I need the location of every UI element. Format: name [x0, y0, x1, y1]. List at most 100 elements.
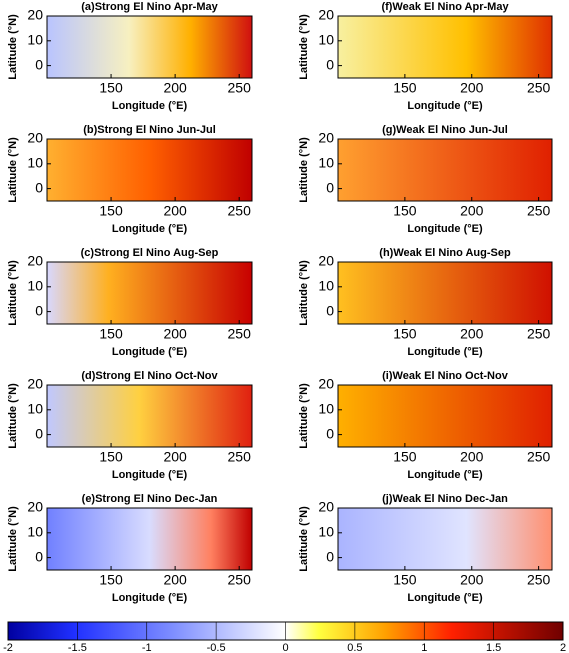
colorbar-tick-label: 1	[421, 642, 427, 653]
x-axis-label: Longitude (°E)	[407, 592, 483, 604]
panel-title: (g)Weak El Nino Jun-Jul	[382, 124, 508, 136]
y-tick-label: 0	[326, 302, 334, 318]
x-axis-label: Longitude (°E)	[112, 100, 188, 112]
colorbar-tick-label: -1	[142, 642, 152, 653]
y-axis-label: Latitude (°N)	[298, 137, 310, 203]
y-tick-label: 0	[326, 179, 334, 195]
y-tick-label: 20	[318, 376, 334, 392]
y-tick-label: 20	[318, 253, 334, 269]
x-tick-label: 200	[163, 326, 187, 342]
map-field	[337, 261, 553, 325]
x-tick-label: 200	[460, 203, 484, 219]
x-tick-label: 150	[99, 326, 123, 342]
x-tick-label: 150	[99, 572, 123, 588]
y-axis-label: Latitude (°N)	[7, 14, 19, 80]
x-tick-label: 200	[460, 449, 484, 465]
y-axis-label: Latitude (°N)	[298, 260, 310, 326]
x-tick-label: 250	[527, 326, 551, 342]
map-field	[46, 138, 253, 202]
x-tick-label: 200	[460, 326, 484, 342]
x-tick-label: 150	[393, 326, 417, 342]
y-tick-label: 0	[326, 56, 334, 72]
y-axis-label: Latitude (°N)	[7, 383, 19, 449]
x-tick-label: 200	[163, 572, 187, 588]
x-tick-label: 200	[460, 80, 484, 96]
x-tick-label: 200	[163, 203, 187, 219]
y-tick-label: 0	[35, 56, 43, 72]
x-tick-label: 250	[527, 449, 551, 465]
colorbar-tick-label: 0.5	[347, 642, 362, 653]
y-tick-label: 20	[27, 376, 43, 392]
y-tick-label: 10	[318, 524, 334, 540]
x-tick-label: 250	[228, 203, 252, 219]
x-tick-label: 250	[228, 326, 252, 342]
y-tick-label: 20	[27, 7, 43, 23]
y-tick-label: 20	[27, 499, 43, 515]
panel-title: (c)Strong El Nino Aug-Sep	[81, 247, 219, 259]
panel-title: (e)Strong El Nino Dec-Jan	[82, 493, 218, 505]
y-tick-label: 20	[27, 130, 43, 146]
y-tick-label: 10	[27, 278, 43, 294]
y-tick-label: 20	[318, 130, 334, 146]
y-tick-label: 10	[318, 32, 334, 48]
x-axis-label: Longitude (°E)	[112, 469, 188, 481]
x-axis-label: Longitude (°E)	[407, 469, 483, 481]
y-tick-label: 0	[35, 425, 43, 441]
y-tick-label: 0	[35, 548, 43, 564]
x-tick-label: 150	[393, 572, 417, 588]
y-axis-label: Latitude (°N)	[298, 383, 310, 449]
x-tick-label: 250	[228, 449, 252, 465]
colorbar-tick-label: 1.5	[486, 642, 501, 653]
y-tick-label: 0	[35, 179, 43, 195]
map-field	[46, 384, 253, 448]
panel-title: (i)Weak El Nino Oct-Nov	[382, 370, 509, 382]
y-tick-label: 10	[27, 32, 43, 48]
map-field	[337, 507, 553, 571]
x-tick-label: 200	[163, 449, 187, 465]
colorbar-tick-label: 0	[282, 642, 288, 653]
x-axis-label: Longitude (°E)	[407, 100, 483, 112]
x-tick-label: 150	[99, 80, 123, 96]
y-axis-label: Latitude (°N)	[7, 506, 19, 572]
y-tick-label: 0	[326, 425, 334, 441]
y-tick-label: 10	[27, 155, 43, 171]
x-tick-label: 150	[393, 449, 417, 465]
colorbar-tick-label: -1.5	[68, 642, 87, 653]
x-tick-label: 150	[393, 203, 417, 219]
panel-title: (f)Weak El Nino Apr-May	[381, 1, 509, 13]
map-field	[337, 138, 553, 202]
x-tick-label: 200	[163, 80, 187, 96]
map-field	[46, 15, 253, 79]
y-tick-label: 0	[35, 302, 43, 318]
panel-title: (b)Strong El Nino Jun-Jul	[83, 124, 216, 136]
map-field	[337, 384, 553, 448]
x-tick-label: 250	[527, 80, 551, 96]
colorbar-tick-label: -0.5	[207, 642, 226, 653]
x-axis-label: Longitude (°E)	[112, 223, 188, 235]
y-tick-label: 10	[318, 155, 334, 171]
y-tick-label: 10	[27, 524, 43, 540]
y-tick-label: 0	[326, 548, 334, 564]
y-axis-label: Latitude (°N)	[298, 14, 310, 80]
y-axis-label: Latitude (°N)	[7, 260, 19, 326]
x-tick-label: 250	[228, 80, 252, 96]
panel-title: (j)Weak El Nino Dec-Jan	[382, 493, 508, 505]
x-tick-label: 250	[228, 572, 252, 588]
y-tick-label: 10	[318, 278, 334, 294]
y-tick-label: 20	[318, 7, 334, 23]
map-field	[46, 261, 253, 325]
panel-title: (h)Weak El Nino Aug-Sep	[379, 247, 511, 259]
x-tick-label: 200	[460, 572, 484, 588]
panel-title: (a)Strong El Nino Apr-May	[81, 1, 218, 13]
x-tick-label: 150	[99, 449, 123, 465]
map-field	[46, 507, 253, 571]
x-tick-label: 150	[99, 203, 123, 219]
x-tick-label: 250	[527, 203, 551, 219]
y-axis-label: Latitude (°N)	[298, 506, 310, 572]
y-tick-label: 20	[318, 499, 334, 515]
colorbar-tick-label: 2	[560, 642, 566, 653]
x-axis-label: Longitude (°E)	[112, 346, 188, 358]
panel-title: (d)Strong El Nino Oct-Nov	[81, 370, 218, 382]
y-tick-label: 10	[318, 401, 334, 417]
